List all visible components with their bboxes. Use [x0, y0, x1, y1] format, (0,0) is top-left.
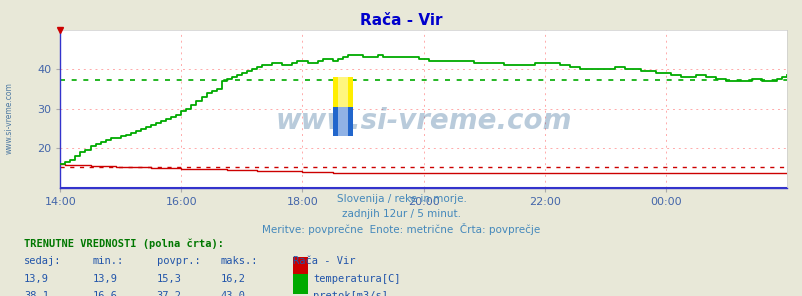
Text: sedaj:: sedaj:	[24, 256, 62, 266]
Polygon shape	[338, 77, 348, 136]
Text: Slovenija / reke in morje.: Slovenija / reke in morje.	[336, 194, 466, 204]
Text: temperatura[C]: temperatura[C]	[313, 274, 400, 284]
Bar	[343, 77, 353, 136]
Bar	[333, 77, 353, 107]
Text: zadnjih 12ur / 5 minut.: zadnjih 12ur / 5 minut.	[342, 209, 460, 219]
Text: www.si-vreme.com: www.si-vreme.com	[275, 107, 571, 136]
Text: 15,3: 15,3	[156, 274, 181, 284]
Text: 16,6: 16,6	[92, 291, 117, 296]
Text: 13,9: 13,9	[92, 274, 117, 284]
Text: TRENUTNE VREDNOSTI (polna črta):: TRENUTNE VREDNOSTI (polna črta):	[24, 238, 224, 249]
Text: 16,2: 16,2	[221, 274, 245, 284]
Bar	[333, 77, 343, 136]
Text: 43,0: 43,0	[221, 291, 245, 296]
Text: povpr.:: povpr.:	[156, 256, 200, 266]
Text: pretok[m3/s]: pretok[m3/s]	[313, 291, 387, 296]
Text: min.:: min.:	[92, 256, 124, 266]
Text: 13,9: 13,9	[24, 274, 49, 284]
Text: 37,2: 37,2	[156, 291, 181, 296]
Text: 38,1: 38,1	[24, 291, 49, 296]
Text: Rača - Vir: Rača - Vir	[293, 256, 355, 266]
Text: maks.:: maks.:	[221, 256, 258, 266]
Text: www.si-vreme.com: www.si-vreme.com	[5, 83, 14, 154]
Bar	[333, 107, 353, 136]
Text: Rača - Vir: Rača - Vir	[360, 13, 442, 28]
Text: Meritve: povprečne  Enote: metrične  Črta: povprečje: Meritve: povprečne Enote: metrične Črta:…	[262, 223, 540, 236]
